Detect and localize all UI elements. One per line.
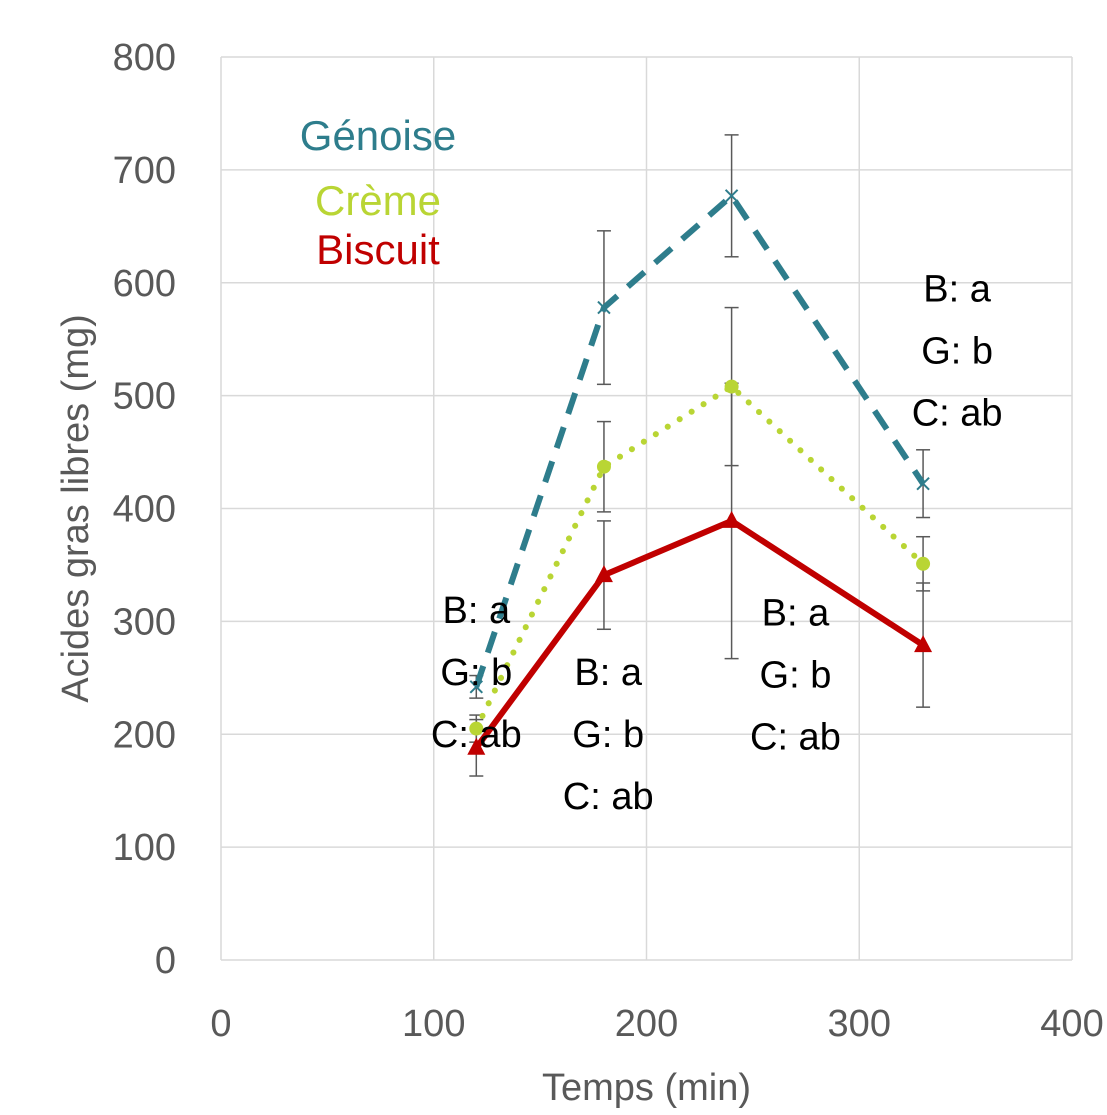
annotation-label: C: ab	[750, 716, 841, 758]
data-point	[597, 300, 611, 315]
data-point	[469, 721, 484, 736]
y-tick-label: 100	[113, 827, 176, 869]
annotation-label: C: ab	[431, 714, 522, 756]
annotation-label: G: b	[921, 330, 993, 372]
y-tick-label: 300	[113, 601, 176, 643]
x-tick-label: 300	[828, 1003, 891, 1045]
annotation-label: B: a	[762, 592, 830, 634]
data-point	[916, 556, 931, 571]
x-tick-label: 100	[402, 1003, 465, 1045]
legend-entry-biscuit: Biscuit	[316, 226, 440, 273]
y-tick-label: 700	[113, 150, 176, 192]
series-line-crème	[473, 383, 927, 732]
y-tick-label: 600	[113, 263, 176, 305]
x-tick-label: 200	[615, 1003, 678, 1045]
data-point	[724, 379, 739, 394]
data-point	[594, 565, 613, 583]
annotation-label: G: b	[572, 714, 644, 756]
annotation-label: G: b	[760, 654, 832, 696]
y-axis-title: Acides gras libres (mg)	[55, 314, 97, 703]
data-point	[722, 510, 741, 528]
data-point	[596, 459, 611, 474]
legend-entry-génoise: Génoise	[300, 112, 456, 159]
x-tick-label: 400	[1040, 1003, 1103, 1045]
annotation-label: G: b	[440, 652, 512, 694]
annotation-label: C: ab	[912, 392, 1003, 434]
annotation-label: B: a	[923, 268, 991, 310]
data-point	[914, 635, 933, 653]
annotation-label: B: a	[442, 590, 510, 632]
y-tick-label: 800	[113, 37, 176, 79]
data-point	[467, 737, 486, 755]
data-point	[469, 680, 484, 694]
y-tick-label: 400	[113, 489, 176, 531]
x-axis-title: Temps (min)	[542, 1067, 751, 1109]
y-tick-label: 0	[155, 940, 176, 982]
y-tick-label: 500	[113, 376, 176, 418]
y-tick-label: 200	[113, 714, 176, 756]
x-tick-label: 0	[210, 1003, 231, 1045]
series-line-biscuit	[473, 517, 925, 750]
data-point	[916, 476, 930, 491]
data-point	[724, 189, 739, 203]
legend-entry-crème: Crème	[315, 177, 441, 224]
series-line-génoise	[473, 192, 926, 688]
annotation-label: C: ab	[563, 776, 654, 818]
annotation-label: B: a	[574, 652, 642, 694]
